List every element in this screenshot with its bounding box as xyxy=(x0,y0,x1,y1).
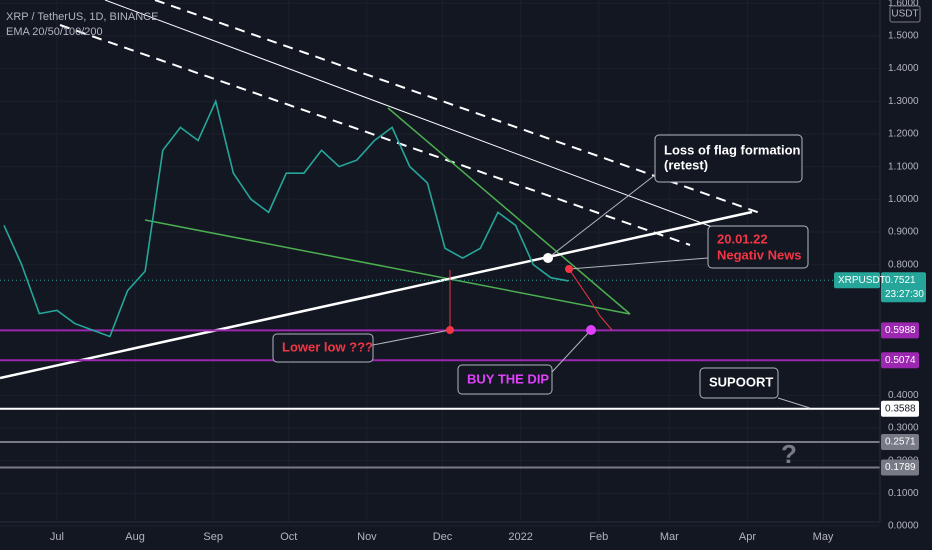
pointer xyxy=(547,174,656,259)
marker xyxy=(586,325,596,335)
annotation-box xyxy=(457,364,553,395)
annotation: Loss of flag formation xyxy=(664,142,801,157)
annotation: SUPOORT xyxy=(709,374,773,389)
trendline xyxy=(144,219,631,315)
price-line xyxy=(3,98,569,338)
pointer xyxy=(372,329,451,346)
symbol-label: XRPUSDT xyxy=(838,275,886,286)
x-tick-label: Nov xyxy=(357,531,377,543)
y-tick-label: 1.3000 xyxy=(888,96,919,107)
currency: USDT xyxy=(891,9,918,20)
x-tick-label: Dec xyxy=(433,531,453,543)
currency-badge xyxy=(889,5,921,23)
y-tick-label: 1.2000 xyxy=(888,129,919,140)
plot xyxy=(0,98,880,469)
y-tick-label: 0.0000 xyxy=(888,521,919,532)
y-tick-label: 1.5000 xyxy=(888,31,919,42)
level-label: 0.5074 xyxy=(885,355,916,366)
annotation-box xyxy=(699,367,779,399)
annotation: Negativ News xyxy=(717,247,802,262)
marker xyxy=(565,265,573,273)
annotation: ? xyxy=(781,439,797,469)
annotation-box xyxy=(272,333,374,363)
level-badge xyxy=(881,400,919,417)
level-label: 0.1789 xyxy=(885,462,916,473)
x-tick-label: Aug xyxy=(125,531,145,543)
trendline xyxy=(387,107,631,315)
chart-subtitle: EMA 20/50/100/200 xyxy=(6,26,103,38)
price-axis: 1.6000 1.5000 1.4000 1.3000 1.2000 1.1000 1.00… xyxy=(50,0,926,543)
annotation-box xyxy=(707,225,809,269)
x-tick-label: Oct xyxy=(280,531,297,543)
price-badge xyxy=(881,272,926,303)
level-label: 0.3588 xyxy=(885,403,916,414)
level-badge xyxy=(881,459,919,476)
trendline xyxy=(0,210,753,380)
level-badge xyxy=(881,322,919,339)
marker xyxy=(543,253,553,263)
x-tick-label: 2022 xyxy=(508,531,532,543)
annotation: 20.01.22 xyxy=(717,231,768,246)
level-badge xyxy=(881,434,919,451)
level-badge xyxy=(881,352,919,369)
annotation: (retest) xyxy=(664,157,708,172)
y-tick-label: 0.8000 xyxy=(888,259,919,270)
last-price-label: 0.7521 xyxy=(885,275,916,286)
x-tick-label: Jul xyxy=(50,531,64,543)
y-tick-label: 1.1000 xyxy=(888,161,919,172)
y-tick-label: 0.9000 xyxy=(888,227,919,238)
annotation-box xyxy=(654,134,803,183)
y-tick-label: 0.4000 xyxy=(888,390,919,401)
pointer xyxy=(777,397,811,409)
projection xyxy=(568,268,613,331)
chart-title: XRP / TetherUS, 1D, BINANCE xyxy=(6,11,158,23)
y-tick-label: 0.3000 xyxy=(888,423,919,434)
annotation: Lower low ??? xyxy=(282,339,373,354)
marker xyxy=(446,326,454,334)
x-tick-label: Feb xyxy=(589,531,608,543)
countdown: 23:27:30 xyxy=(885,289,924,300)
pointer xyxy=(568,257,709,270)
x-tick-label: Apr xyxy=(739,531,756,543)
level-label: 0.2571 xyxy=(885,437,916,448)
x-tick-label: Mar xyxy=(660,531,679,543)
x-tick-label: May xyxy=(813,531,834,543)
x-tick-label: Sep xyxy=(203,531,223,543)
y-tick-label: 1.4000 xyxy=(888,63,919,74)
trendline xyxy=(59,24,691,246)
symbol-badge xyxy=(834,272,880,289)
y-tick-label: 1.0000 xyxy=(888,194,919,205)
y-tick-label: 0.1000 xyxy=(888,488,919,499)
annotation: BUY THE DIP xyxy=(467,371,549,386)
trendline xyxy=(104,0,716,229)
pointer xyxy=(551,329,592,373)
level-label: 0.5988 xyxy=(885,325,916,336)
y-tick-label: 1.6000 xyxy=(888,0,919,9)
